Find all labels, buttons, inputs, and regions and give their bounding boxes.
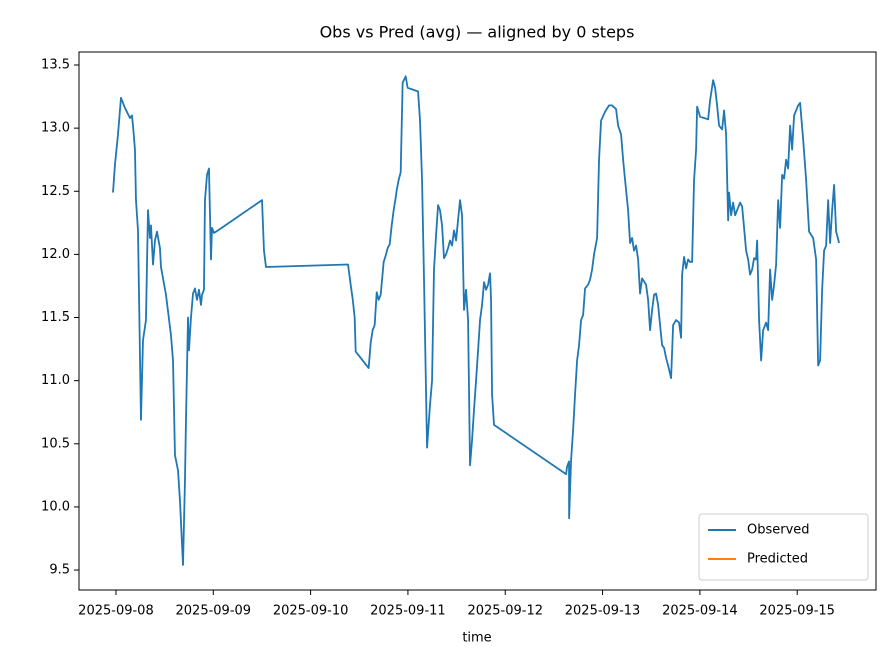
legend-label: Predicted	[747, 552, 808, 567]
y-tick-label: 10.0	[41, 499, 70, 514]
x-tick-label: 2025-09-14	[662, 604, 738, 619]
chart-title: Obs vs Pred (avg) — aligned by 0 steps	[320, 23, 635, 42]
y-tick-label: 11.0	[41, 373, 70, 388]
x-tick-label: 2025-09-09	[176, 604, 252, 619]
series-line	[112, 75, 840, 566]
y-tick-label: 13.5	[41, 58, 70, 73]
y-tick-label: 12.5	[41, 184, 70, 199]
x-tick-label: 2025-09-13	[565, 604, 641, 619]
x-tick-label: 2025-09-12	[467, 604, 543, 619]
x-tick-label: 2025-09-08	[78, 604, 154, 619]
y-tick-label: 12.0	[41, 247, 70, 262]
x-tick-label: 2025-09-10	[273, 604, 349, 619]
legend-box	[698, 513, 869, 581]
y-tick-label: 11.5	[41, 310, 70, 325]
plot-frame	[78, 51, 877, 591]
y-tick-label: 10.5	[41, 436, 70, 451]
legend-label: Observed	[747, 523, 810, 538]
x-axis-label: time	[462, 631, 491, 646]
x-tick-label: 2025-09-11	[370, 604, 446, 619]
y-tick-label: 9.5	[49, 563, 70, 578]
x-tick-label: 2025-09-15	[759, 604, 835, 619]
y-tick-label: 13.0	[41, 121, 70, 136]
